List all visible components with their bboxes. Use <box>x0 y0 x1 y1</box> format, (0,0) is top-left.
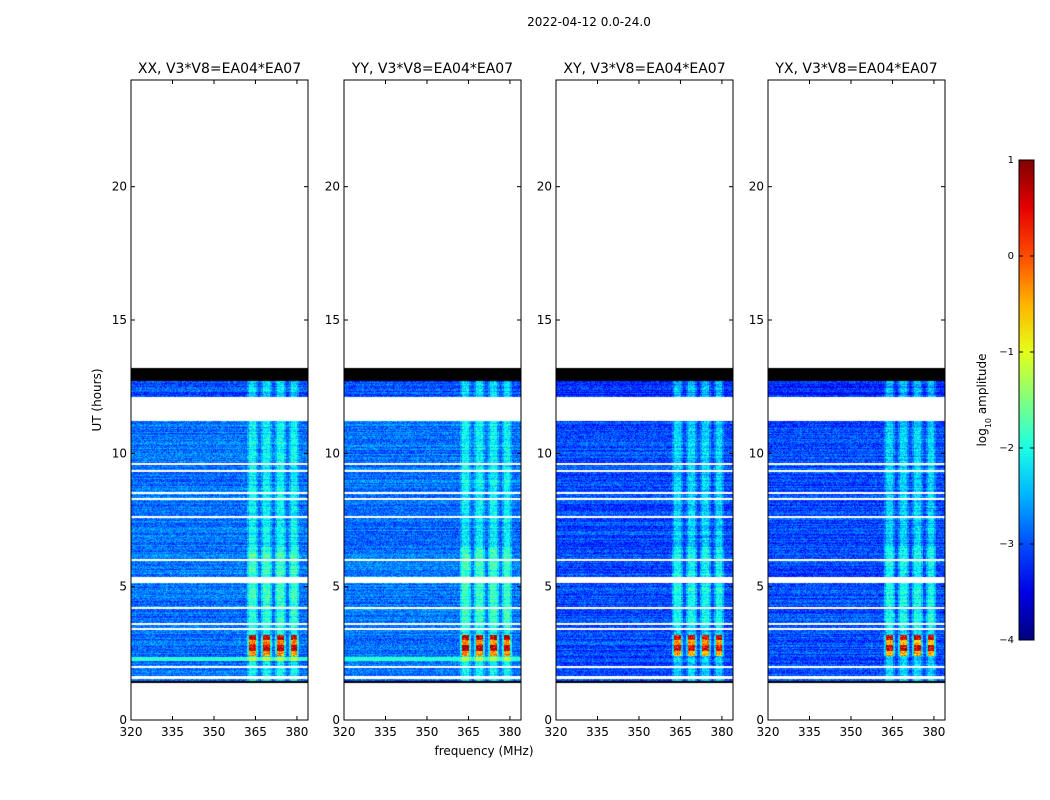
y-tick-label: 20 <box>112 180 127 194</box>
panel-2: XY, V3*V8=EA04*EA07 320 335 350 365 380 0 5 10 15… <box>537 61 734 739</box>
y-tick-label: 20 <box>537 180 552 194</box>
x-tick-label: 350 <box>203 725 226 739</box>
panel-frame <box>130 79 309 721</box>
x-tick-label: 380 <box>710 725 733 739</box>
y-tick-label: 5 <box>756 580 764 594</box>
panels-group: XX, V3*V8=EA04*EA07 320 335 350 365 380 0 5 10 15… <box>112 61 946 739</box>
x-tick-label: 365 <box>881 725 904 739</box>
y-tick-label: 5 <box>332 580 340 594</box>
colorbar-label: log10 amplitude <box>975 354 993 447</box>
x-tick-label: 320 <box>545 725 568 739</box>
y-tick-label: 15 <box>749 313 764 327</box>
y-tick-label: 15 <box>537 313 552 327</box>
colorbar-bar <box>1018 159 1035 641</box>
y-tick-label: 0 <box>119 713 127 727</box>
spectrogram-image <box>768 80 945 720</box>
x-tick-label: 335 <box>798 725 821 739</box>
y-axis-label: UT (hours) <box>90 368 104 431</box>
y-tick-label: 10 <box>749 446 764 460</box>
y-tick-label: 5 <box>119 580 127 594</box>
x-tick-label: 380 <box>285 725 308 739</box>
y-tick-label: 0 <box>544 713 552 727</box>
panel-frame <box>555 79 734 721</box>
x-tick-label: 380 <box>498 725 521 739</box>
x-tick-label: 365 <box>244 725 267 739</box>
spectrogram-image <box>131 80 308 720</box>
x-tick-label: 335 <box>586 725 609 739</box>
x-tick-label: 320 <box>757 725 780 739</box>
panel-title: YX, V3*V8=EA04*EA07 <box>774 61 937 77</box>
y-tick-label: 0 <box>756 713 764 727</box>
panel-0: XX, V3*V8=EA04*EA07 320 335 350 365 380 0 5 10 15… <box>112 61 309 739</box>
spectrogram-image <box>344 80 521 720</box>
suptitle: 2022-04-12 0.0-24.0 <box>527 15 651 29</box>
x-tick-label: 335 <box>161 725 184 739</box>
panel-frame <box>343 79 522 721</box>
colorbar-label-sub: 10 <box>984 418 993 428</box>
y-tick-label: 10 <box>325 446 340 460</box>
colorbar-label-suffix: amplitude <box>975 354 989 418</box>
y-tick-label: 15 <box>112 313 127 327</box>
y-tick-label: 20 <box>749 180 764 194</box>
x-tick-label: 350 <box>840 725 863 739</box>
colorbar-tick-label: −3 <box>999 539 1014 550</box>
colorbar-tick-label: 1 <box>1008 155 1014 166</box>
x-tick-label: 350 <box>416 725 439 739</box>
y-tick-label: 20 <box>325 180 340 194</box>
y-tick-label: 0 <box>332 713 340 727</box>
panel-frame <box>767 79 946 721</box>
x-tick-label: 350 <box>628 725 651 739</box>
panel-3: YX, V3*V8=EA04*EA07 320 335 350 365 380 0 5 10 15… <box>749 61 946 739</box>
y-tick-label: 5 <box>544 580 552 594</box>
colorbar-tick-label: −4 <box>999 635 1014 646</box>
spectrogram-image <box>556 80 733 720</box>
panel-title: XY, V3*V8=EA04*EA07 <box>563 61 725 77</box>
y-tick-label: 10 <box>112 446 127 460</box>
x-tick-label: 365 <box>457 725 480 739</box>
colorbar-tick-label: −1 <box>999 347 1014 358</box>
y-tick-label: 15 <box>325 313 340 327</box>
y-tick-label: 10 <box>537 446 552 460</box>
panel-title: YY, V3*V8=EA04*EA07 <box>351 61 513 77</box>
colorbar-tick-label: 0 <box>1008 251 1014 262</box>
panel-1: YY, V3*V8=EA04*EA07 320 335 350 365 380 0 5 10 15… <box>325 61 522 739</box>
x-tick-label: 335 <box>374 725 397 739</box>
panel-title: XX, V3*V8=EA04*EA07 <box>138 61 301 77</box>
x-tick-label: 365 <box>669 725 692 739</box>
colorbar-label-prefix: log <box>975 428 989 446</box>
x-axis-label: frequency (MHz) <box>434 744 533 758</box>
x-tick-label: 320 <box>333 725 356 739</box>
colorbar-tick-label: −2 <box>999 443 1014 454</box>
x-tick-label: 320 <box>120 725 143 739</box>
x-tick-label: 380 <box>922 725 945 739</box>
